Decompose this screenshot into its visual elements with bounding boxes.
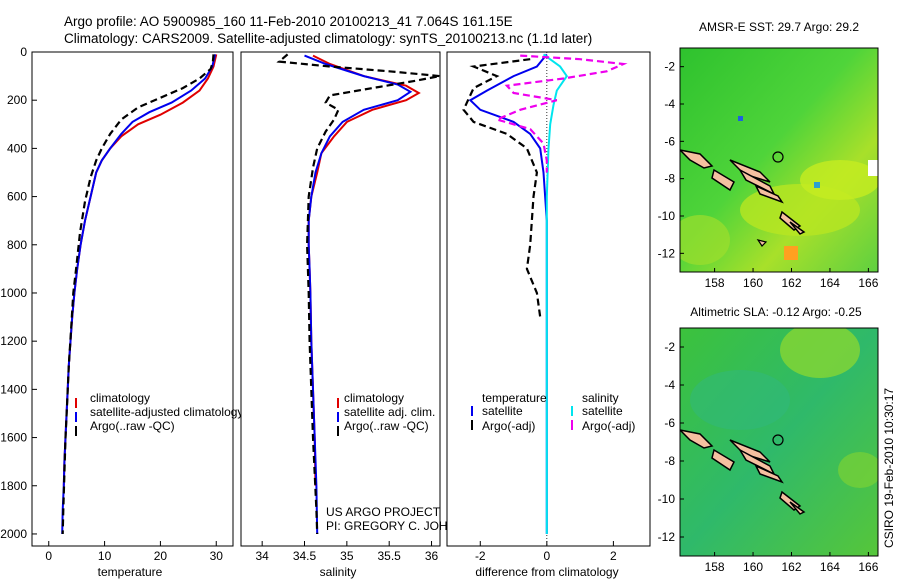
x-tick-label: 20 (154, 549, 168, 563)
legend-temp-satellite: satellite (482, 404, 523, 418)
x-tick-label: 34 (255, 549, 269, 563)
figure-title-line1: Argo profile: AO 5900985_160 11-Feb-2010… (64, 14, 513, 29)
x-tick-label: 35 (340, 549, 354, 563)
solomon-islands (680, 149, 806, 247)
sst-map-title: AMSR-E SST: 29.7 Argo: 29.2 (699, 20, 859, 34)
legend-temperature-title: temperature (482, 391, 547, 405)
float-position-marker (772, 151, 784, 163)
map-x-tick-label: 162 (781, 560, 801, 574)
map-y-tick-label: -2 (664, 340, 675, 354)
difference-axis-label: difference from climatology (475, 565, 618, 579)
temperature-panel: 0 10 20 30 0 200 400 600 800 1000 1200 1400 1600 180… (0, 45, 452, 579)
legend-salinity-title: salinity (582, 391, 619, 405)
difference-legend: temperature salinity satellite Argo(-adj… (471, 391, 635, 433)
solomon-islands (680, 429, 806, 515)
x-tick-label: 30 (210, 549, 224, 563)
timestamp-stamp: CSIRO 19-Feb-2010 10:30:17 (882, 388, 896, 548)
salinity-legend: climatology satellite adj. clim. Argo(..… (337, 391, 435, 436)
y-tick-label: 800 (7, 238, 27, 252)
map-y-tick-label: -4 (664, 97, 675, 111)
legend-argo: Argo(..raw -QC) (90, 419, 175, 433)
legend-satellite-adj: satellite adj. clim. (344, 405, 435, 419)
y-tick-label: 600 (7, 190, 27, 204)
legend-climatology: climatology (344, 391, 404, 405)
legend-sal-argo: Argo(-adj) (582, 419, 635, 433)
map-x-tick-label: 164 (820, 276, 840, 290)
map-x-tick-label: 158 (705, 560, 725, 574)
series-line-satellite-adj-clim- (304, 54, 413, 535)
map-y-tick-label: -10 (658, 209, 676, 223)
map-x-tick-label: 160 (743, 560, 763, 574)
map-y-tick-label: -12 (658, 246, 676, 260)
credits-line1: US ARGO PROJECT (326, 505, 441, 519)
map-y-tick-label: -8 (664, 454, 675, 468)
map-x-tick-label: 166 (858, 560, 878, 574)
y-tick-label: 1800 (0, 479, 27, 493)
legend-argo: Argo(..raw -QC) (344, 419, 429, 433)
x-tick-label: 0 (543, 549, 550, 563)
figure-title-line2: Climatology: CARS2009. Satellite-adjuste… (64, 31, 592, 46)
series-line-argo-raw-qc- (61, 54, 215, 535)
map-x-tick-label: 164 (820, 560, 840, 574)
temperature-axis-label: temperature (98, 565, 163, 579)
sst-map: AMSR-E SST: 29.7 Argo: 29.2 158 160 (658, 20, 879, 290)
legend-climatology: climatology (90, 391, 150, 405)
y-tick-label: 1000 (0, 286, 27, 300)
difference-panel: -2 0 2 difference from climatology tempera… (446, 51, 651, 579)
x-tick-label: 10 (98, 549, 112, 563)
map-y-tick-label: -2 (664, 60, 675, 74)
legend-satellite-adjusted: satellite-adjusted climatology (90, 405, 243, 419)
x-tick-label: 34.5 (293, 549, 317, 563)
float-position-marker (772, 434, 784, 446)
legend-temp-argo: Argo(-adj) (482, 419, 535, 433)
sla-map: Altimetric SLA: -0.12 Argo: -0.25 158 160… (658, 305, 879, 574)
sla-map-title: Altimetric SLA: -0.12 Argo: -0.25 (690, 305, 862, 319)
temperature-legend: climatology satellite-adjusted climatolo… (75, 391, 243, 436)
y-tick-label: 0 (20, 45, 27, 59)
series-line-satellite (542, 53, 569, 534)
map-y-tick-label: -10 (658, 492, 676, 506)
x-tick-label: -2 (475, 549, 486, 563)
salinity-axis-label: salinity (320, 565, 357, 579)
credits-line2: PI: GREGORY C. JOHNSON (326, 519, 482, 533)
y-tick-label: 2000 (0, 527, 27, 541)
salinity-panel: 34 34.5 35 35.5 36 salinity climatology sate… (240, 51, 482, 579)
map-y-tick-label: -6 (664, 134, 675, 148)
y-tick-label: 1600 (0, 431, 27, 445)
y-tick-label: 200 (7, 93, 27, 107)
map-x-tick-label: 162 (781, 276, 801, 290)
map-y-tick-label: -12 (658, 530, 676, 544)
map-x-tick-label: 166 (858, 276, 878, 290)
map-x-tick-label: 158 (705, 276, 725, 290)
y-tick-label: 1200 (0, 334, 27, 348)
y-tick-label: 1400 (0, 382, 27, 396)
y-tick-label: 400 (7, 141, 27, 155)
x-tick-label: 35.5 (378, 549, 402, 563)
map-y-tick-label: -8 (664, 172, 675, 186)
map-x-tick-label: 160 (743, 276, 763, 290)
map-y-tick-label: -6 (664, 416, 675, 430)
x-tick-label: 2 (610, 549, 617, 563)
map-y-tick-label: -4 (664, 378, 675, 392)
series-line-argo-adj- (493, 54, 628, 173)
legend-sal-satellite: satellite (582, 404, 623, 418)
series-line-argo-raw-qc- (276, 53, 441, 535)
x-tick-label: 0 (45, 549, 52, 563)
x-tick-label: 36 (425, 549, 439, 563)
